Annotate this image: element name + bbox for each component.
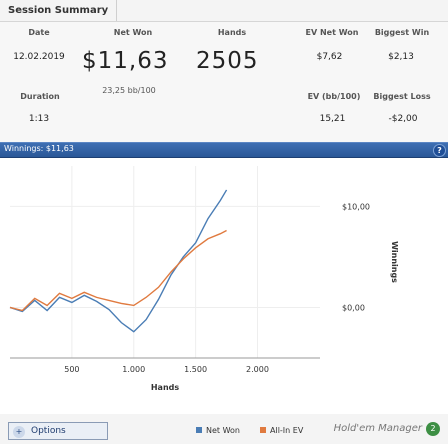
expand-icon: +	[13, 426, 25, 438]
legend-net-won: Net Won	[196, 426, 240, 435]
legend-all-in-ev-label: All-In EV	[270, 426, 304, 435]
ev-net-won-value: $7,62	[316, 52, 343, 62]
biggest-loss-label: Biggest Loss	[373, 92, 431, 101]
ev-bb-100-value: 15,21	[319, 114, 346, 124]
tab-session-summary[interactable]: Session Summary	[0, 0, 118, 22]
net-won-label: Net Won	[113, 28, 153, 37]
legend-net-won-label: Net Won	[206, 426, 240, 435]
ev-bb-100-label: EV (bb/100)	[307, 92, 361, 101]
x-axis-title: Hands	[151, 383, 180, 392]
y-axis-title: Winnings	[390, 241, 399, 283]
legend-all-in-ev: All-In EV	[260, 426, 303, 435]
duration-label: Duration	[20, 92, 60, 101]
y-tick-label: $10,00	[342, 202, 370, 211]
net-won-value: $11,63	[82, 48, 169, 74]
biggest-win-label: Biggest Win	[374, 28, 430, 37]
chart-svg: 500 1.000 1.500 2.000 $10,00 $0,00 Hands Winnin…	[9, 166, 399, 392]
footer: + Options Net Won All-In EV Hold'em Manag…	[0, 414, 448, 444]
winnings-bar: Winnings: $11,63 ?	[0, 142, 448, 158]
bb-per-100-value: 23,25 bb/100	[102, 86, 156, 95]
duration-value: 1:13	[28, 114, 50, 124]
brand-name: Hold'em Manager	[333, 423, 422, 434]
header-divider	[0, 21, 448, 22]
date-label: Date	[28, 28, 50, 37]
brand-logo: Hold'em Manager 2	[334, 422, 440, 436]
biggest-win-value: $2,13	[388, 52, 414, 62]
series-line-all-in-ev	[9, 229, 227, 312]
brand-logo-icon: 2	[426, 422, 440, 436]
stats-panel: Date 12.02.2019 Net Won $11,63 Hands 250…	[0, 22, 448, 142]
options-label: Options	[31, 426, 66, 436]
legend-all-in-ev-swatch	[260, 427, 266, 433]
x-tick-label: 1.000	[122, 365, 145, 374]
x-tick-label: 1.500	[184, 365, 207, 374]
x-tick-label: 2.000	[246, 365, 269, 374]
winnings-chart: 500 1.000 1.500 2.000 $10,00 $0,00 Hands Winnin…	[0, 158, 448, 414]
y-tick-label: $0,00	[342, 303, 365, 312]
hands-value: 2505	[196, 48, 259, 74]
ev-net-won-label: EV Net Won	[305, 28, 359, 37]
legend-net-won-swatch	[196, 427, 202, 433]
series-line-net-won	[9, 189, 228, 333]
x-tick-label: 500	[64, 365, 79, 374]
date-value: 12.02.2019	[13, 52, 65, 62]
biggest-loss-value: -$2,00	[388, 114, 418, 124]
hands-label: Hands	[217, 28, 247, 37]
options-button[interactable]: + Options	[8, 422, 108, 440]
help-icon[interactable]: ?	[433, 144, 446, 157]
winnings-summary: Winnings: $11,63	[4, 144, 74, 153]
